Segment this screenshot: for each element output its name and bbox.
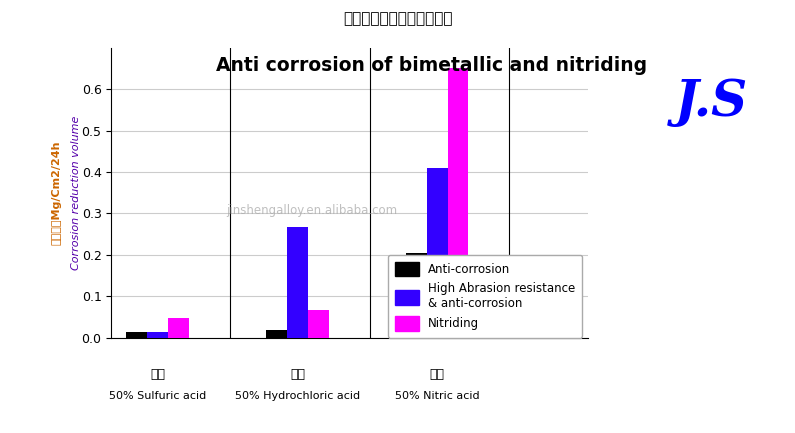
- Bar: [549, 336, 559, 338]
- Text: 腐蚀减量Mg/Cm2/24h: 腐蚀减量Mg/Cm2/24h: [52, 140, 61, 245]
- Text: 盐酸: 盐酸: [290, 368, 305, 381]
- Text: 50% Nitric acid: 50% Nitric acid: [395, 391, 479, 401]
- Text: Corrosion reduction volume: Corrosion reduction volume: [71, 116, 80, 270]
- Bar: [427, 168, 448, 338]
- Text: jinshengalloy.en.alibaba.com: jinshengalloy.en.alibaba.com: [226, 204, 398, 216]
- Text: 硫酸: 硫酸: [150, 368, 165, 381]
- Text: J.S: J.S: [675, 78, 748, 127]
- Bar: [308, 310, 329, 338]
- Bar: [405, 253, 427, 338]
- Bar: [287, 226, 308, 338]
- Text: 50% Hydrochloric acid: 50% Hydrochloric acid: [235, 391, 360, 401]
- Text: 50% Sulfuric acid: 50% Sulfuric acid: [109, 391, 207, 401]
- Bar: [126, 333, 147, 338]
- Legend: Anti-corrosion, High Abrasion resistance
& anti-corrosion, Nitriding: Anti-corrosion, High Abrasion resistance…: [388, 255, 583, 338]
- Text: 双金属和氮化钢耐腐蚀特性: 双金属和氮化钢耐腐蚀特性: [343, 11, 452, 26]
- Bar: [266, 330, 287, 338]
- Text: Anti corrosion of bimetallic and nitriding: Anti corrosion of bimetallic and nitridi…: [216, 56, 647, 75]
- Bar: [448, 68, 468, 338]
- Bar: [147, 333, 169, 338]
- Bar: [169, 318, 189, 338]
- Text: 硝酸: 硝酸: [429, 368, 444, 381]
